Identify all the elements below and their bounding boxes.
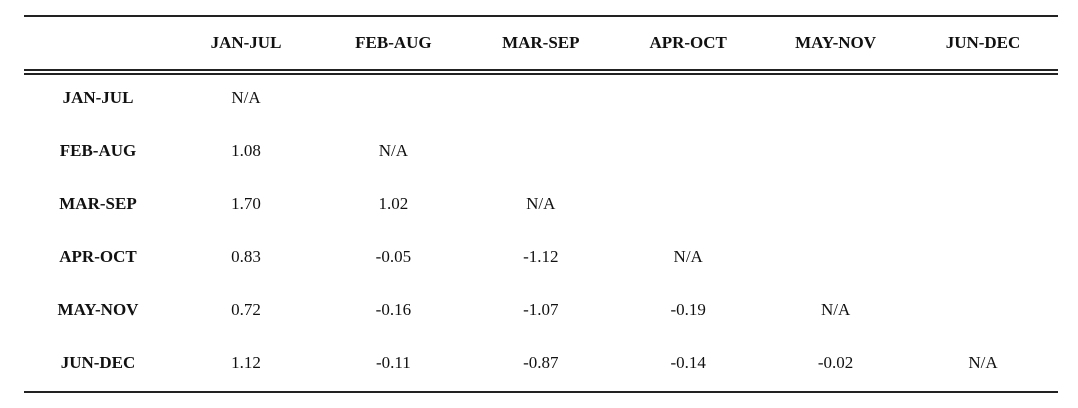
table-cell: N/A [231,88,261,107]
row-header: MAY-NOV [57,300,139,319]
header-rule [24,73,1058,75]
table-cell: 0.83 [231,247,261,266]
table-cell: 1.02 [378,194,409,213]
table-cell: -0.02 [817,353,854,372]
table-cell: 1.70 [231,194,261,213]
row-header: FEB-AUG [59,141,137,160]
column-header: FEB-AUG [355,33,432,52]
table-cell: -1.07 [523,300,559,319]
table-cell: N/A [820,300,851,319]
top-rule [24,15,1058,17]
table-cell: N/A [526,194,556,213]
header-rule [24,69,1058,71]
table-cell: N/A [378,141,409,160]
table-cell: 1.08 [231,141,261,160]
column-header: APR-OCT [649,33,727,52]
table-cell: N/A [968,353,998,372]
table-cell: -1.12 [523,247,559,266]
column-header: MAY-NOV [795,33,877,52]
table-cell: -0.19 [670,300,706,319]
column-header: JUN-DEC [945,33,1021,52]
table-cell: -0.16 [375,300,412,319]
row-header: JAN-JUL [62,88,134,107]
row-header: JUN-DEC [60,353,136,372]
table-cell: N/A [673,247,703,266]
row-header: APR-OCT [59,247,137,266]
bottom-rule [24,391,1058,393]
column-header: JAN-JUL [210,33,282,52]
table-cell: 0.72 [231,300,261,319]
table-cell: -0.14 [670,353,706,372]
table-cell: -0.05 [375,247,412,266]
table-cell: -0.87 [523,353,559,372]
table-cell: 1.12 [231,353,261,372]
row-header: MAR-SEP [59,194,137,213]
table-cell: -0.11 [376,353,411,372]
column-header: MAR-SEP [502,33,580,52]
